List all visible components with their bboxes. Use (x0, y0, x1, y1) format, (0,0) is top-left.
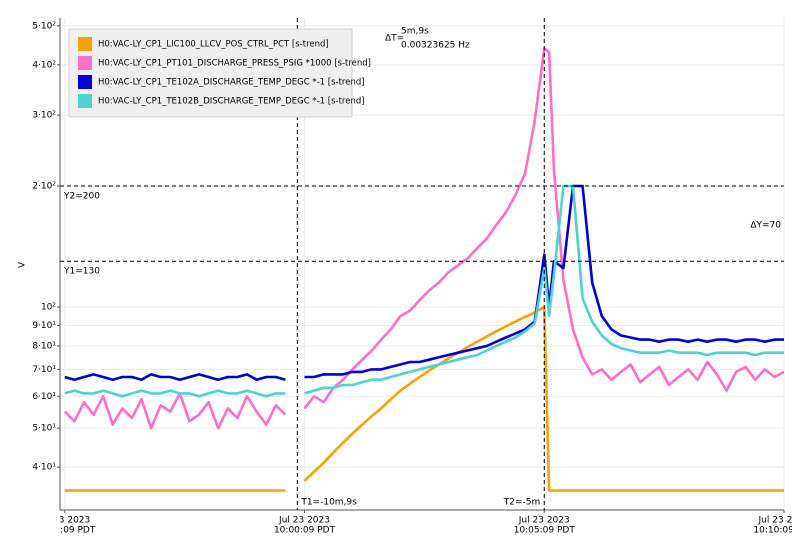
y-tick-label: 4·10¹ (32, 463, 56, 473)
x-tick-label: 09:55:09 PDT (34, 526, 96, 536)
y-tick-label: 6·10¹ (32, 392, 56, 402)
cursors: T1=-10m,9s T2=-5m Y1=130 Y2=200 ΔT=5m,9s 0.00… (60, 18, 784, 510)
y-tick-label: 5·10¹ (32, 424, 56, 434)
y-tick-labels: 4·10¹ 5·10¹ 6·10¹ 7·10¹ 8·10¹ 9·10¹ 10² 2·10² 3·… (32, 21, 56, 472)
legend-swatch (78, 94, 92, 108)
y-tick-label: 10² (41, 303, 56, 313)
legend-label: H0:VAC-LY_CP1_TE102B_DISCHARGE_TEMP_DEGC… (98, 97, 365, 107)
delta-t: 5m,9s (401, 27, 429, 37)
series-line (64, 305, 784, 492)
y-tick-label: 5·10² (32, 21, 56, 31)
x-tick-label: Jul 23 2023 (758, 516, 804, 526)
cursor-label: T1=-10m,9s (300, 498, 357, 508)
cursor-label: T2=-5m (503, 498, 541, 508)
y-axis-label: V (18, 261, 28, 268)
delta-t-label: ΔT= (385, 34, 404, 44)
plot-area (63, 46, 784, 492)
y-tick-label: 8·10¹ (32, 342, 56, 352)
series-line (64, 184, 784, 381)
legend-label: H0:VAC-LY_CP1_LIC100_LLCV_POS_CTRL_PCT [… (98, 40, 329, 50)
legend-swatch (78, 56, 92, 70)
x-tick-label: 10:00:09 PDT (274, 526, 336, 536)
x-tick-label: Jul 23 2023 (518, 516, 570, 526)
frequency: 0.00323625 Hz (401, 41, 470, 51)
y-tick-label: 4·10² (32, 60, 56, 70)
legend: H0:VAC-LY_CP1_LIC100_LLCV_POS_CTRL_PCT [… (68, 28, 371, 118)
cursor-label: Y1=130 (63, 267, 100, 277)
series-line (63, 46, 784, 430)
x-tick-label: Jul 23 2023 (278, 516, 330, 526)
series-line (64, 184, 784, 398)
delta-y: ΔY=70 (750, 221, 781, 231)
legend-label: H0:VAC-LY_CP1_PT101_DISCHARGE_PRESS_PSIG… (98, 59, 371, 69)
x-tick-label: 10:10:09 PDT (753, 526, 804, 536)
legend-swatch (78, 75, 92, 89)
legend-box (68, 28, 353, 118)
y-tick-label: 9·10¹ (32, 321, 56, 331)
y-tick-label: 2·10² (32, 181, 56, 191)
x-tick-label: Jul 23 2023 (38, 516, 90, 526)
legend-label: H0:VAC-LY_CP1_TE102A_DISCHARGE_TEMP_DEGC… (98, 78, 365, 88)
y-tick-label: 3·10² (32, 111, 56, 121)
y-tick-label: 7·10¹ (32, 365, 56, 375)
cursor-label: Y2=200 (63, 191, 100, 201)
x-tick-label: 10:05:09 PDT (514, 526, 576, 536)
legend-swatch (78, 37, 92, 51)
